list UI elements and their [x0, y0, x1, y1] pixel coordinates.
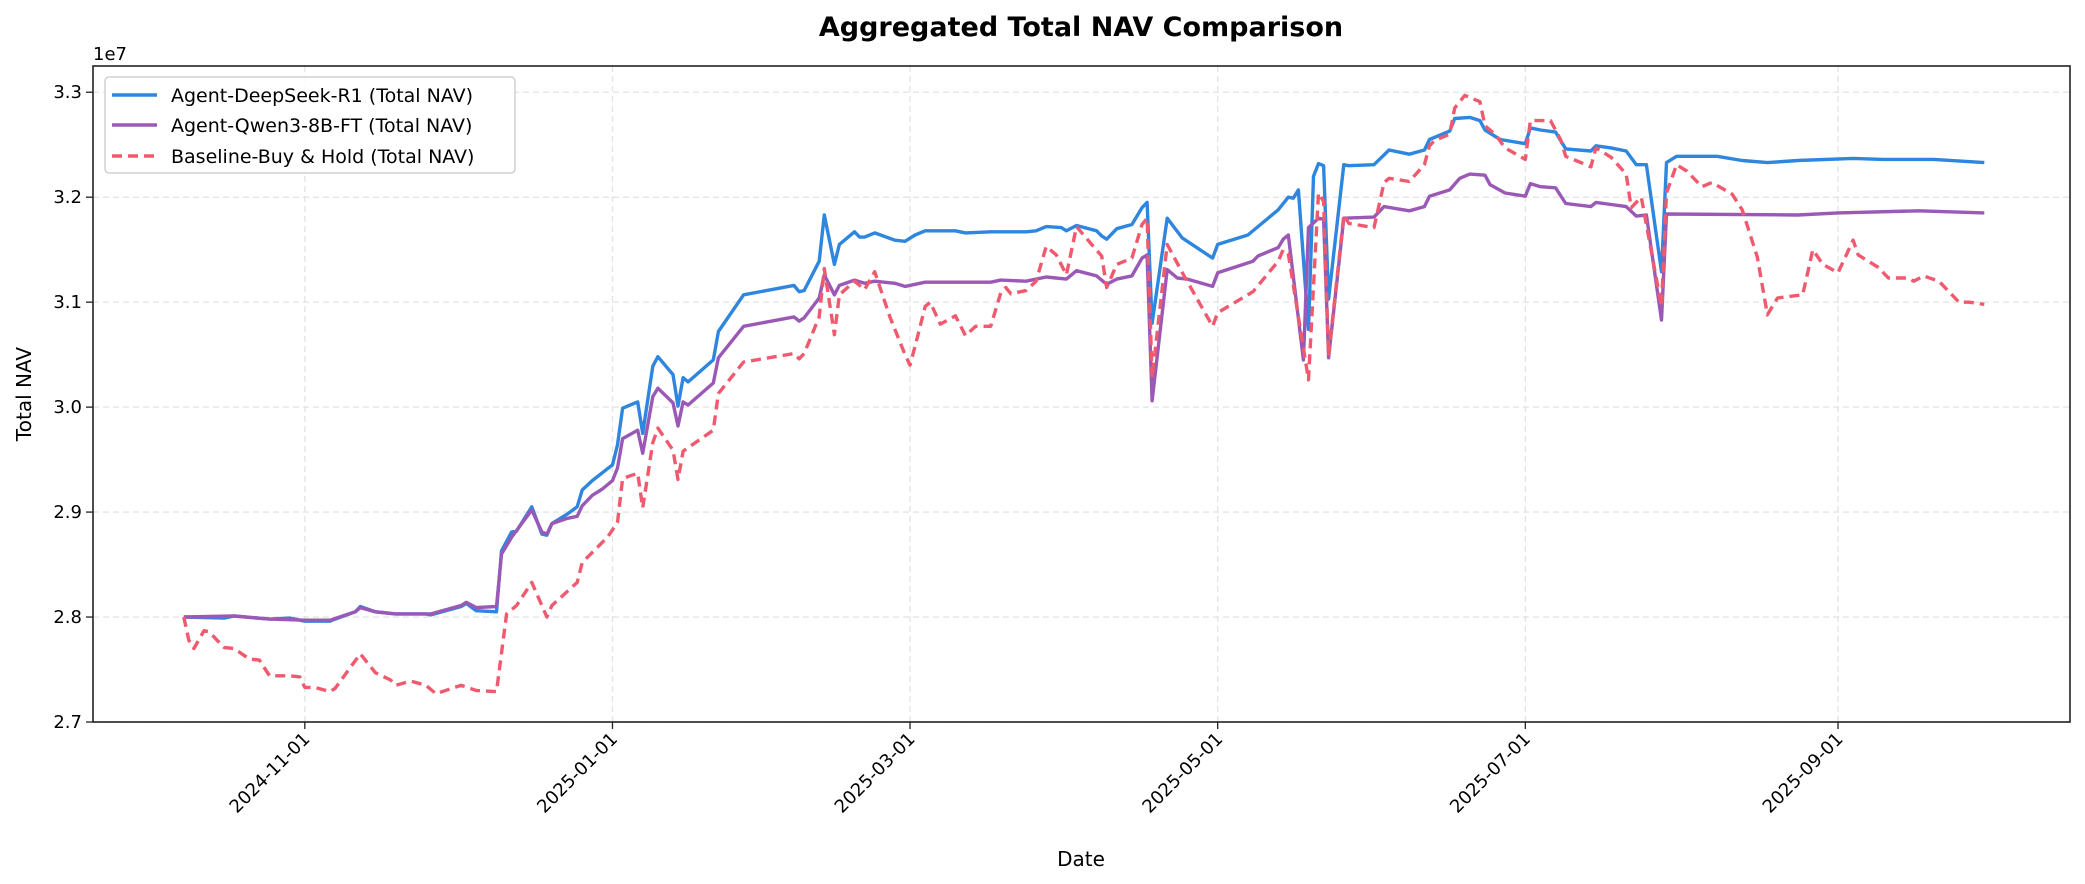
legend: Agent-DeepSeek-R1 (Total NAV) Agent-Qwen… — [104, 76, 516, 174]
y-tick-label: 3.2 — [53, 187, 82, 208]
x-tick-label: 2025-03-01 — [831, 729, 920, 818]
legend-entry-qwen: Agent-Qwen3-8B-FT (Total NAV) — [112, 115, 472, 137]
y-axis-label: Total NAV — [12, 347, 36, 442]
plot-frame — [92, 65, 2071, 723]
y-tick-label: 2.7 — [53, 712, 82, 733]
legend-box — [104, 76, 516, 174]
y-tick-label: 3.1 — [53, 292, 82, 313]
x-tick-label: 2025-05-01 — [1138, 729, 1227, 818]
legend-entry-baseline: Baseline-Buy & Hold (Total NAV) — [112, 146, 474, 168]
y-offset-label: 1e7 — [93, 44, 127, 65]
x-tick-label: 2025-09-01 — [1759, 729, 1848, 818]
y-tick-label: 2.8 — [53, 607, 82, 628]
y-tick-label: 2.9 — [53, 502, 82, 523]
axes: 2024-11-01 2025-01-01 2025-03-01 2025-05-01… — [53, 65, 2071, 818]
legend-label: Agent-Qwen3-8B-FT (Total NAV) — [171, 115, 472, 137]
y-tick-label: 3.3 — [53, 82, 82, 103]
x-tick-label: 2024-11-01 — [226, 729, 315, 818]
x-tick-label: 2025-01-01 — [533, 729, 622, 818]
legend-entry-deepseek: Agent-DeepSeek-R1 (Total NAV) — [112, 85, 473, 107]
deepseek-r1-line — [183, 115, 1985, 623]
series-lines — [182, 93, 1985, 696]
buy-and-hold-line — [182, 93, 1985, 696]
x-axis-label: Date — [1057, 847, 1105, 871]
qwen3-8b-ft-line — [183, 172, 1985, 622]
x-tick-label: 2025-07-01 — [1446, 729, 1535, 818]
chart-title: Aggregated Total NAV Comparison — [819, 12, 1343, 43]
legend-label: Agent-DeepSeek-R1 (Total NAV) — [171, 85, 473, 107]
y-tick-label: 3.0 — [53, 397, 82, 418]
legend-label: Baseline-Buy & Hold (Total NAV) — [171, 146, 474, 168]
